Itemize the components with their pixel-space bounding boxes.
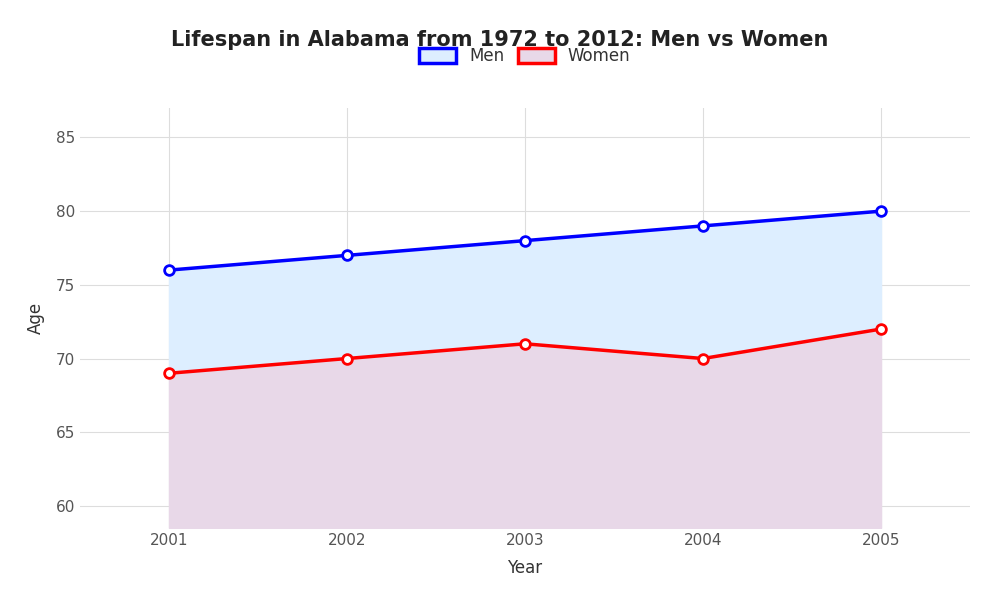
Men	[875, 208, 887, 215]
Men	[341, 252, 353, 259]
Women	[697, 355, 709, 362]
Men	[519, 237, 531, 244]
Legend: Men, Women: Men, Women	[413, 41, 637, 72]
Men	[697, 222, 709, 229]
Women	[163, 370, 175, 377]
Line: Men: Men	[164, 206, 886, 275]
Women	[875, 325, 887, 332]
Men	[163, 266, 175, 274]
Women	[341, 355, 353, 362]
Women	[519, 340, 531, 347]
Text: Lifespan in Alabama from 1972 to 2012: Men vs Women: Lifespan in Alabama from 1972 to 2012: M…	[171, 30, 829, 50]
Y-axis label: Age: Age	[27, 302, 45, 334]
Line: Women: Women	[164, 324, 886, 378]
X-axis label: Year: Year	[507, 559, 543, 577]
